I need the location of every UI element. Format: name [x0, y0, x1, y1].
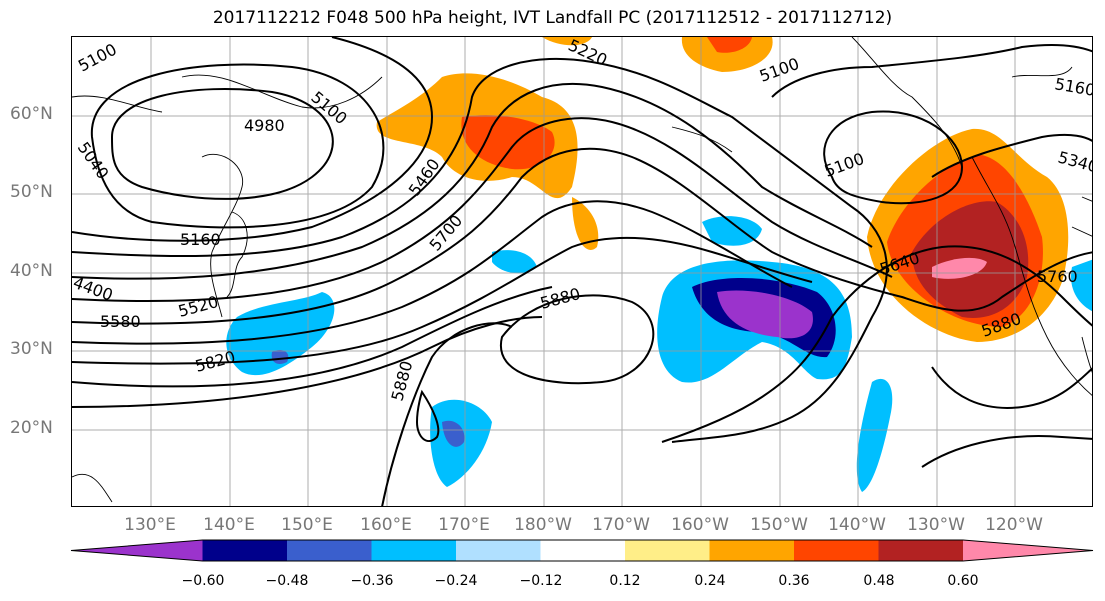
ivt-negative-region — [717, 290, 813, 339]
contour-label: 5760 — [1037, 267, 1078, 286]
height-contours — [72, 37, 1092, 506]
ivt-negative-region — [492, 250, 537, 274]
map-canvas: 5100 5040 4980 5100 5220 5100 5160 5340 … — [72, 37, 1092, 506]
colorbar-segment — [878, 540, 963, 561]
lon-label-120w: 120°W — [985, 515, 1043, 535]
ivt-positive-region — [932, 257, 987, 279]
lat-label-40n: 40°N — [10, 261, 53, 281]
ivt-positive-region — [572, 197, 599, 250]
colorbar-segment — [371, 540, 456, 561]
lon-label-130e: 130°E — [124, 515, 176, 535]
colorbar-tick: 0.60 — [947, 573, 979, 589]
contour-label: 4980 — [244, 116, 285, 135]
colorbar-segment — [202, 540, 287, 561]
ivt-negative-region — [442, 420, 465, 447]
colorbar-segment — [287, 540, 372, 561]
ivt-shading — [226, 37, 1092, 492]
lat-label-60n: 60°N — [10, 104, 53, 124]
ivt-positive-region — [542, 37, 592, 46]
colorbar-tick: −0.60 — [181, 573, 225, 589]
lon-label-170w: 170°W — [592, 515, 650, 535]
lat-label-50n: 50°N — [10, 182, 53, 202]
lon-label-170e: 170°E — [438, 515, 490, 535]
lon-label-140e: 140°E — [203, 515, 255, 535]
lon-label-140w: 140°W — [828, 515, 886, 535]
colorbar-tick: 0.24 — [694, 573, 726, 589]
colorbar-tick: 0.48 — [863, 573, 895, 589]
map-panel: 5100 5040 4980 5100 5220 5100 5160 5340 … — [71, 36, 1093, 507]
colorbar-segments — [70, 539, 1094, 562]
lon-label-160w: 160°W — [671, 515, 729, 535]
lon-label-180w: 180°W — [514, 515, 572, 535]
colorbar-tick: −0.12 — [519, 573, 563, 589]
colorbar-tick: −0.36 — [350, 573, 394, 589]
lat-label-30n: 30°N — [10, 339, 53, 359]
ivt-positive-region — [461, 115, 555, 170]
colorbar-segment — [963, 540, 1093, 561]
colorbar-tick: −0.24 — [434, 573, 478, 589]
colorbar-segment — [456, 540, 541, 561]
lon-label-160e: 160°E — [360, 515, 412, 535]
colorbar-outline — [70, 539, 1094, 562]
ivt-negative-region — [856, 378, 893, 492]
lon-label-130w: 130°W — [907, 515, 965, 535]
colorbar-tick: 0.36 — [778, 573, 810, 589]
lon-label-150w: 150°W — [750, 515, 808, 535]
ivt-positive-region — [707, 37, 752, 53]
colorbar-segment — [625, 540, 710, 561]
colorbar-segment — [794, 540, 879, 561]
colorbar-tick: 0.12 — [609, 573, 641, 589]
lon-label-150e: 150°E — [281, 515, 333, 535]
map-title: 2017112212 F048 500 hPa height, IVT Land… — [212, 8, 893, 28]
contour-label: 5580 — [100, 312, 141, 331]
colorbar-segment — [540, 540, 625, 561]
lat-label-20n: 20°N — [10, 418, 53, 438]
contour-label: 5160 — [180, 230, 221, 249]
colorbar-segment — [709, 540, 794, 561]
colorbar-segment — [71, 540, 203, 561]
colorbar-tick: −0.48 — [265, 573, 309, 589]
ivt-negative-region — [226, 292, 335, 376]
ivt-negative-region — [702, 216, 762, 246]
ivt-positive-region — [681, 37, 773, 72]
ivt-negative-region — [271, 350, 289, 364]
